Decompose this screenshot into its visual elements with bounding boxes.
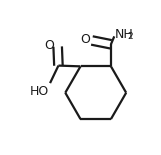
Text: O: O xyxy=(44,39,54,52)
Text: O: O xyxy=(80,33,90,46)
Text: 2: 2 xyxy=(128,32,133,41)
Text: NH: NH xyxy=(115,28,133,41)
Text: HO: HO xyxy=(29,85,48,98)
